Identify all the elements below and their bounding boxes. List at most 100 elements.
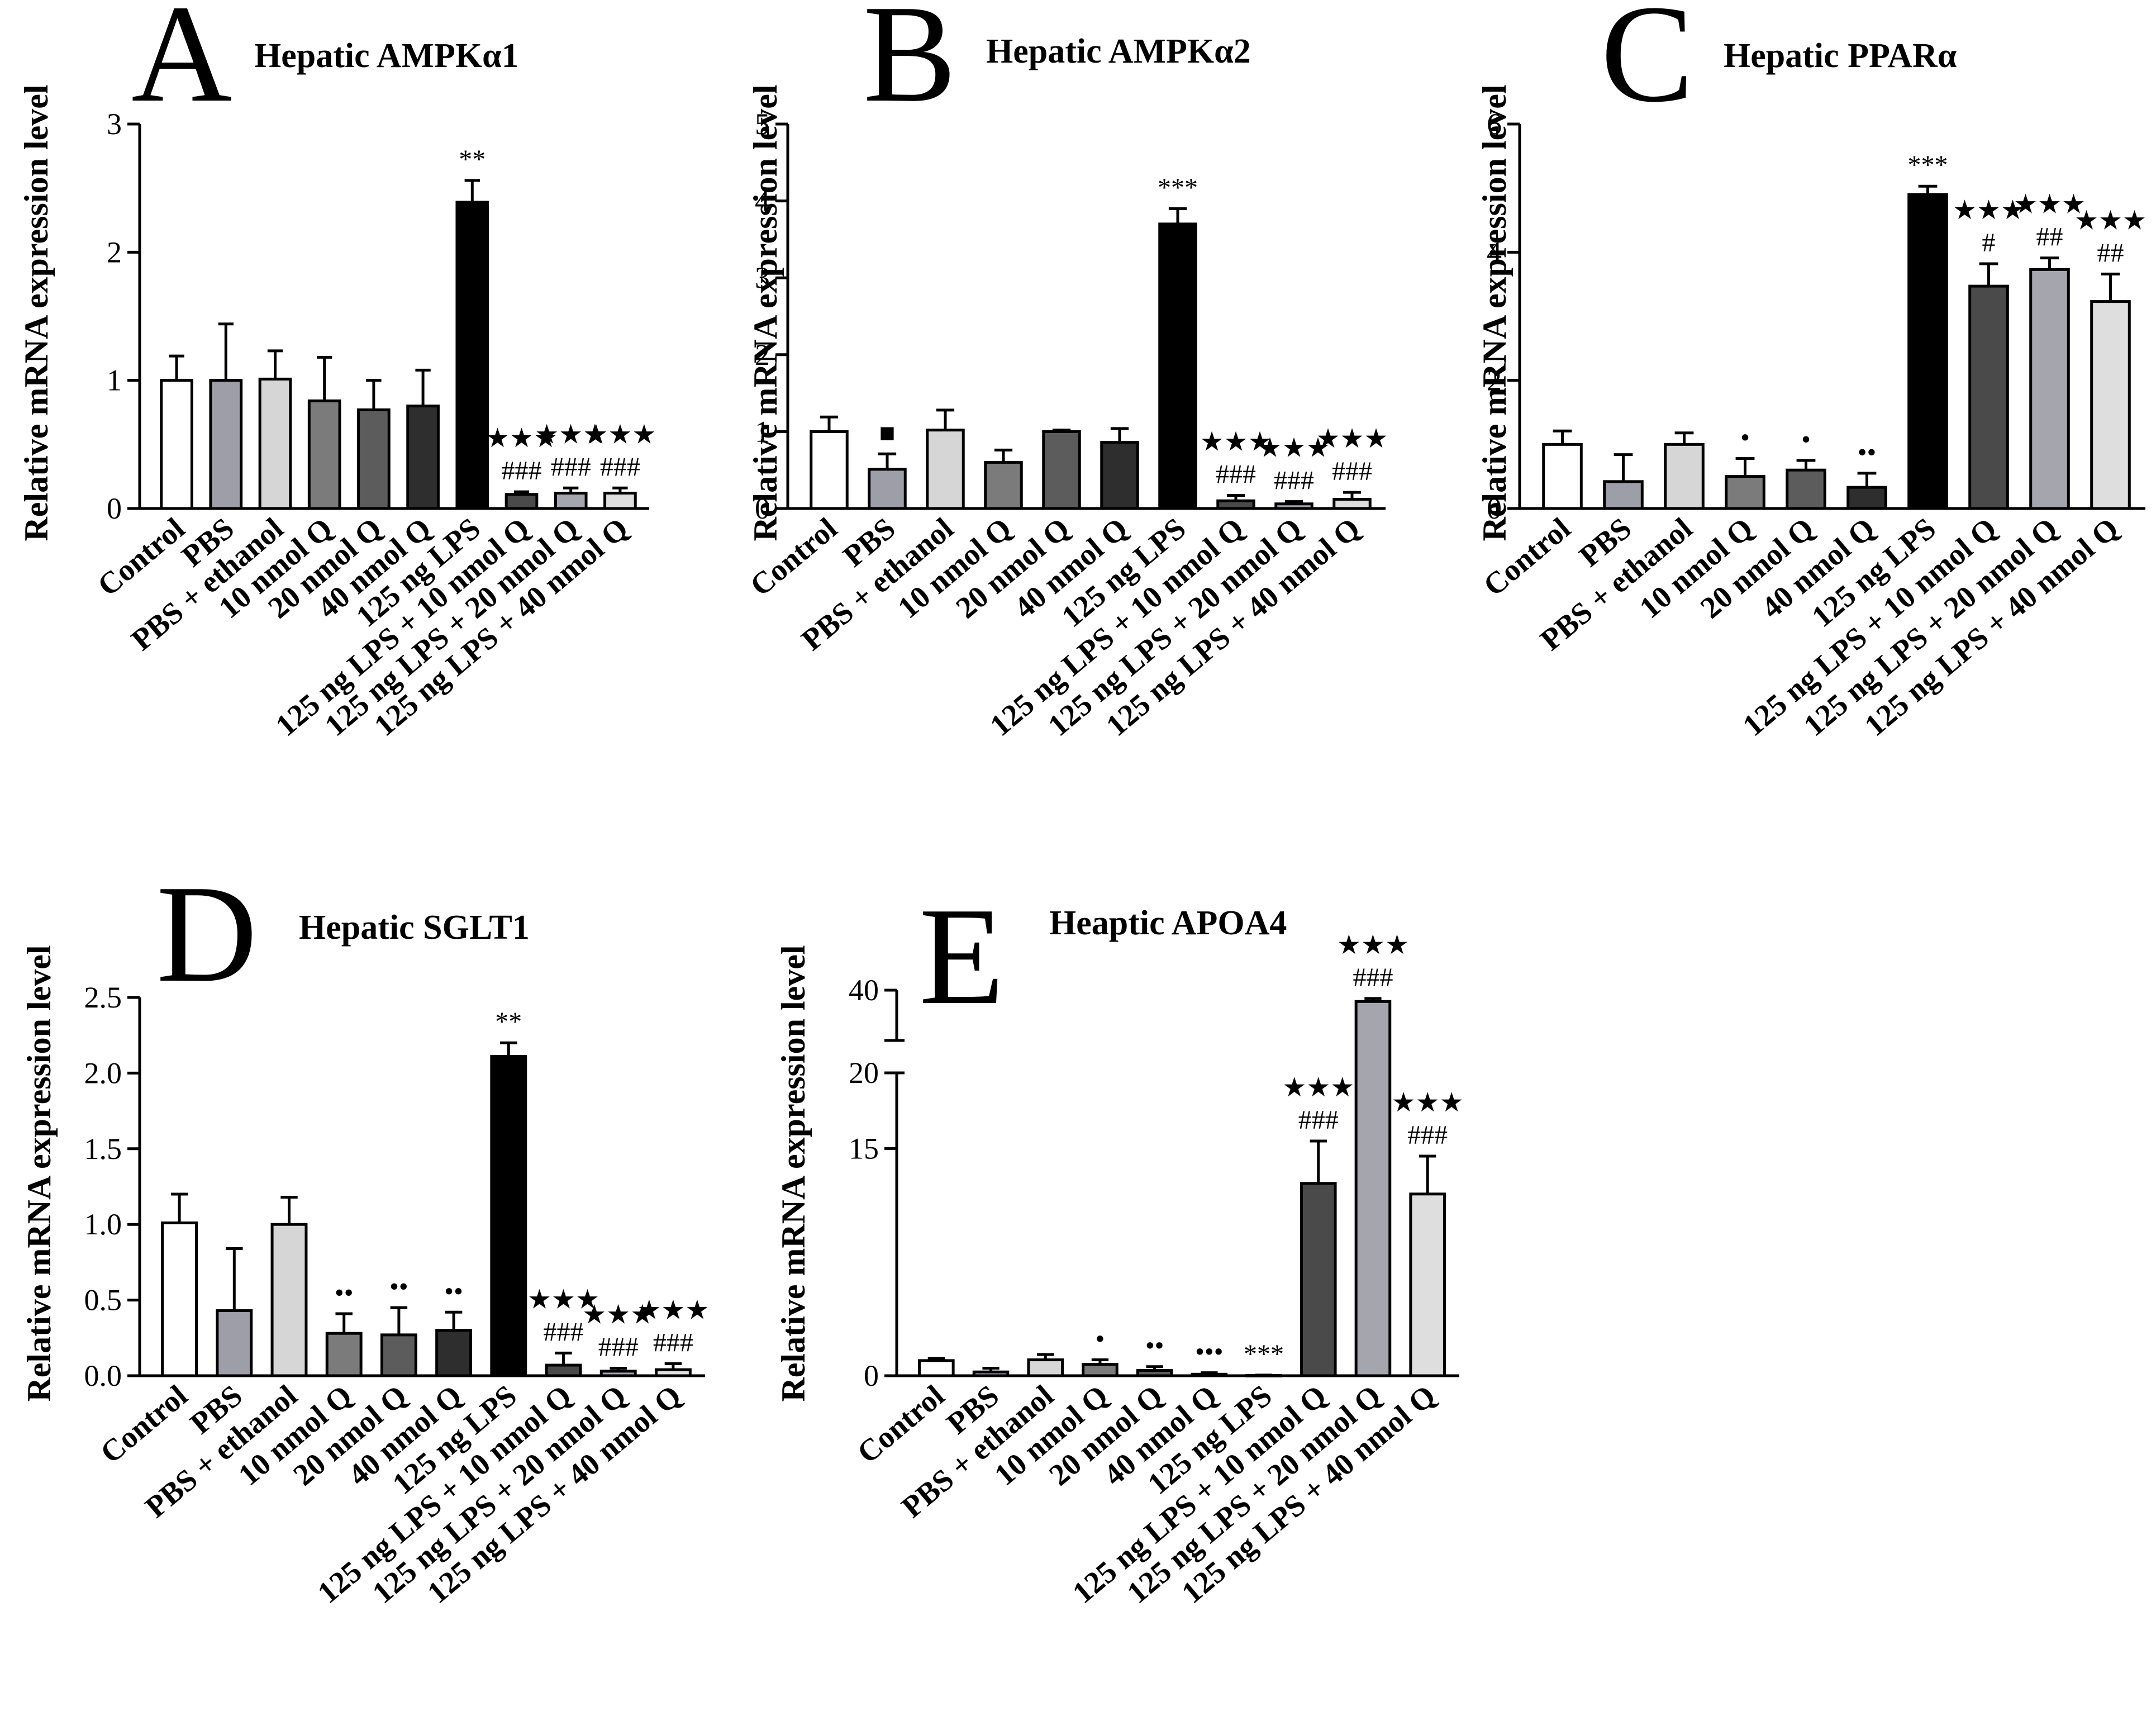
bar-e-6	[1191, 1372, 1228, 1377]
significance-label: **	[459, 145, 486, 174]
significance-label: •	[1740, 423, 1750, 453]
significance-label: ★★★	[527, 1285, 599, 1314]
significance-label: ###	[1407, 1120, 1448, 1150]
bar-b-1	[810, 430, 849, 510]
chart-title: Hepatic AMPKα2	[986, 32, 1251, 70]
y-tick-label: 1	[755, 415, 770, 448]
bar-c-10	[2090, 300, 2131, 510]
y-tick-label: 3	[107, 107, 122, 141]
y-tick-label: 1.5	[84, 1132, 122, 1166]
chart-title: Hepatic SGLT1	[299, 909, 530, 947]
chart-panel-e: E Heaptic APOA4 Relative mRNA expression l…	[775, 879, 1464, 1610]
significance-label: ••	[335, 1278, 354, 1308]
y-tick-label: 0	[864, 1359, 879, 1392]
significance-label: ★★★	[1953, 196, 2025, 225]
bar-c-7	[1907, 193, 1948, 510]
bar-d-9	[599, 1370, 637, 1377]
bar-a-1	[160, 379, 193, 510]
significance-label: ★★★	[1200, 427, 1272, 457]
significance-label: ###	[1274, 466, 1314, 496]
y-tick-label: 1.0	[84, 1208, 122, 1241]
bar-d-1	[161, 1221, 198, 1377]
y-axis-label: Relative mRNA expression level	[747, 84, 784, 541]
panel-label: D	[156, 857, 258, 1011]
y-tick-label: 2	[107, 235, 122, 269]
bar-b-8	[1216, 499, 1255, 510]
panel-label: E	[919, 879, 1005, 1034]
y-tick-label: 5	[755, 107, 770, 141]
significance-label: **	[495, 1007, 522, 1037]
significance-label: ★★★	[1392, 1088, 1464, 1118]
bar-c-9	[2029, 268, 2070, 510]
bar-b-4	[984, 460, 1023, 510]
bar-a-4	[307, 399, 341, 510]
bar-d-6	[435, 1329, 473, 1377]
bar-e-5	[1136, 1369, 1173, 1377]
significance-label: ###	[502, 456, 542, 486]
y-tick-label: 15	[849, 1132, 879, 1166]
y-tick-label: 3	[755, 261, 770, 294]
bar-a-8	[505, 493, 539, 510]
significance-label: ★★★	[637, 1295, 709, 1325]
bar-c-5	[1786, 468, 1826, 510]
y-tick-label: 0	[1487, 492, 1502, 525]
panel-label: C	[1601, 0, 1694, 131]
bar-c-1	[1542, 443, 1583, 510]
bar-b-10	[1332, 497, 1372, 510]
bar-d-5	[380, 1333, 417, 1377]
bar-d-4	[325, 1332, 363, 1377]
significance-label: ###	[551, 452, 591, 482]
y-tick-label: 0.0	[84, 1359, 122, 1392]
bar-d-3	[270, 1223, 308, 1377]
y-tick-label: 0	[107, 492, 122, 525]
significance-label: ★★★	[1337, 930, 1409, 960]
y-axis-label: Relative mRNA expression level	[18, 84, 55, 541]
chart-title: Hepatic PPARα	[1724, 37, 1957, 75]
significance-label: •	[1096, 1324, 1105, 1354]
significance-label: ##	[2097, 238, 2124, 268]
bar-a-9	[554, 491, 588, 510]
bar-e-2	[972, 1370, 1010, 1377]
bar-c-3	[1664, 443, 1705, 510]
bar-b-5	[1042, 430, 1081, 510]
panel-label: A	[131, 0, 232, 131]
significance-label: ***	[1158, 173, 1198, 202]
significance-label: ••	[1145, 1331, 1164, 1361]
bar-b-2	[868, 468, 907, 510]
significance-label: •	[1801, 425, 1811, 454]
significance-label: ★★★	[486, 424, 558, 453]
y-tick-label: 40	[849, 973, 879, 1007]
bar-c-2	[1603, 480, 1644, 510]
bar-b-3	[926, 429, 965, 510]
bar-e-1	[918, 1359, 955, 1377]
bar-e-4	[1082, 1363, 1119, 1377]
y-tick-label: 2	[1487, 364, 1502, 397]
significance-label: ★★★	[1282, 1073, 1354, 1102]
significance-label: ***	[1244, 1339, 1284, 1369]
significance-label: ★★★	[582, 1300, 654, 1329]
y-tick-label: 4	[1487, 235, 1502, 269]
y-tick-label: 0	[755, 492, 770, 525]
y-tick-label: 0.5	[84, 1284, 122, 1317]
bar-e-10	[1409, 1192, 1446, 1377]
chart-panel-a: A Hepatic AMPKα1 Relative mRNA expression …	[18, 0, 656, 743]
significance-label: ###	[1353, 963, 1393, 992]
bar-d-7	[490, 1055, 527, 1377]
significance-label: ###	[600, 452, 640, 482]
significance-label: ***	[1908, 150, 1948, 180]
bar-b-6	[1100, 441, 1139, 510]
significance-label: ★★★	[1258, 434, 1330, 463]
significance-label: ###	[598, 1332, 639, 1362]
significance-label: ###	[1332, 457, 1372, 486]
significance-label: ###	[544, 1317, 584, 1347]
significance-label: ■	[879, 418, 896, 448]
bar-e-9	[1354, 1000, 1392, 1377]
panel-label: B	[863, 0, 956, 131]
y-tick-label: 2.0	[84, 1056, 122, 1090]
significance-label: ★★★	[2074, 206, 2147, 235]
bar-d-8	[545, 1363, 582, 1377]
significance-label: ••	[1858, 438, 1877, 467]
chart-panel-c: C Hepatic PPARα Relative mRNA expression l…	[1476, 0, 2147, 743]
y-tick-label: 1	[107, 364, 122, 397]
